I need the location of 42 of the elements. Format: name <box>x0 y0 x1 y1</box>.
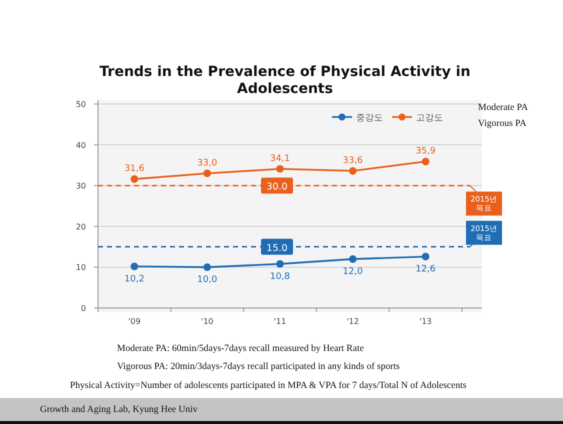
y-tick-label: 50 <box>76 100 86 109</box>
text: Moderate PA: 60min/5days-7days recall measured by Heart Rate <box>117 344 364 354</box>
data-label: 10,0 <box>197 275 218 286</box>
text: Growth and Aging Lab, Kyung Hee Univ <box>40 405 198 415</box>
chart-title: Trends in the Prevalence of Physical Activity in Adolescents <box>98 64 472 98</box>
point <box>203 263 211 271</box>
y-tick-label: 20 <box>76 222 86 232</box>
y-tick-label: 10 <box>76 263 86 272</box>
data-label: 34,1 <box>270 154 290 164</box>
point <box>422 252 430 260</box>
x-tick-label: '10 <box>201 317 214 326</box>
data-label: 33,6 <box>342 156 364 166</box>
text: Physical Activity=Number of adolescents participated in MPA & VPA for 7 days/Total N of Adolescents <box>70 381 466 391</box>
point <box>276 165 284 173</box>
point <box>203 170 211 178</box>
data-label: 33,0 <box>197 158 218 168</box>
legend-label: 고강도 <box>416 114 443 124</box>
data-label: 31,6 <box>124 164 145 174</box>
point <box>130 175 138 183</box>
data-label: 10,2 <box>124 274 144 284</box>
x-tick-label: '13 <box>419 317 432 326</box>
point <box>130 262 138 270</box>
ref-line-label: 15.0 <box>266 242 288 254</box>
data-label: 10,8 <box>270 272 290 282</box>
point <box>349 167 357 175</box>
text: Vigorous PA: 20min/3days-7days recall participated in any kinds of sports <box>117 362 400 372</box>
point <box>276 260 284 268</box>
annotation: Vigorous PA <box>478 119 526 129</box>
data-label: 12,6 <box>416 264 436 275</box>
point <box>422 158 430 166</box>
x-tick-label: '12 <box>346 317 359 326</box>
ref-line-label: 30.0 <box>266 182 288 193</box>
point <box>349 255 357 263</box>
data-label: 35,9 <box>416 146 436 157</box>
annotation: Moderate PA <box>478 103 528 113</box>
y-tick-label: 30 <box>76 182 86 191</box>
legend-label: 중강도 <box>356 114 383 124</box>
data-label: 12,0 <box>342 267 364 278</box>
x-tick-label: '09 <box>128 317 141 326</box>
x-tick-label: '11 <box>274 317 286 326</box>
y-tick-label: 40 <box>76 140 86 150</box>
y-tick-label: 0 <box>80 304 86 313</box>
